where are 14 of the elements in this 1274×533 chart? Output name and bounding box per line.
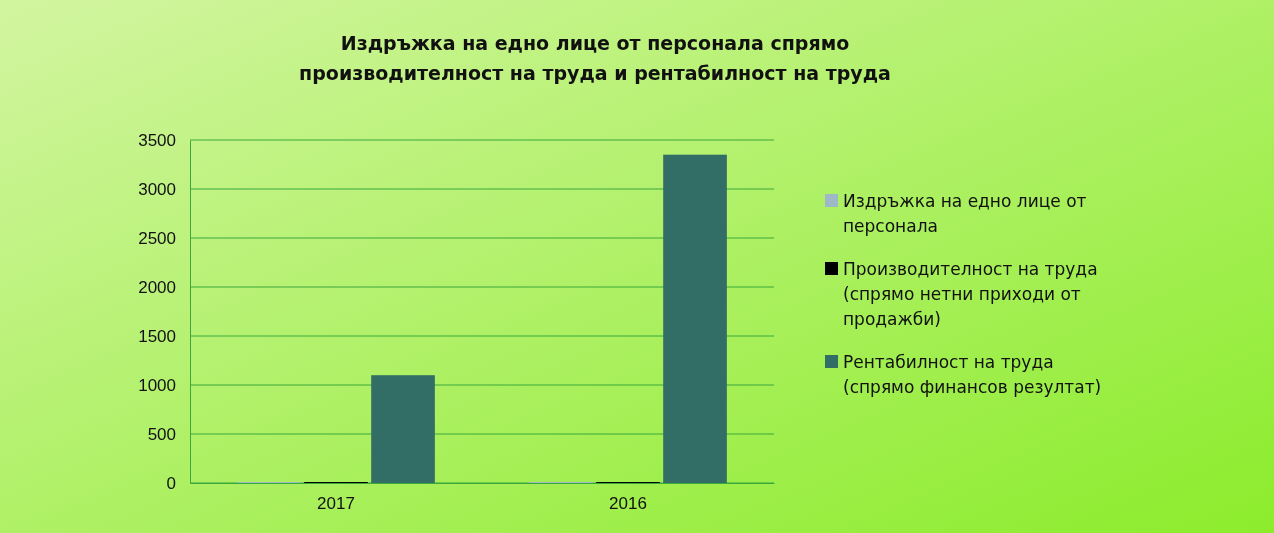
x-tick-label: 2016 — [609, 494, 647, 514]
legend-label: Производителност на труда (спрямо нетни приходи от продажби) — [843, 259, 1098, 329]
y-tick-label: 1000 — [138, 375, 176, 395]
x-tick-label: 2017 — [317, 494, 355, 514]
y-tick-label: 0 — [166, 473, 176, 493]
legend-label: Рентабилност на труда (спрямо финансов резултат) — [843, 352, 1102, 397]
legend-label: Издръжка на едно лице от персонала — [843, 191, 1087, 236]
y-tick-label: 2500 — [138, 228, 176, 248]
y-tick-label: 500 — [147, 424, 176, 444]
y-tick-label: 2000 — [138, 277, 176, 297]
y-tick-label: 1500 — [138, 326, 176, 346]
y-tick-label: 3500 — [138, 130, 176, 150]
y-tick-label: 3000 — [138, 179, 176, 199]
chart-title: Издръжка на едно лице от персонала спрямо производителност на труда и рентабилност на труда — [299, 32, 891, 84]
